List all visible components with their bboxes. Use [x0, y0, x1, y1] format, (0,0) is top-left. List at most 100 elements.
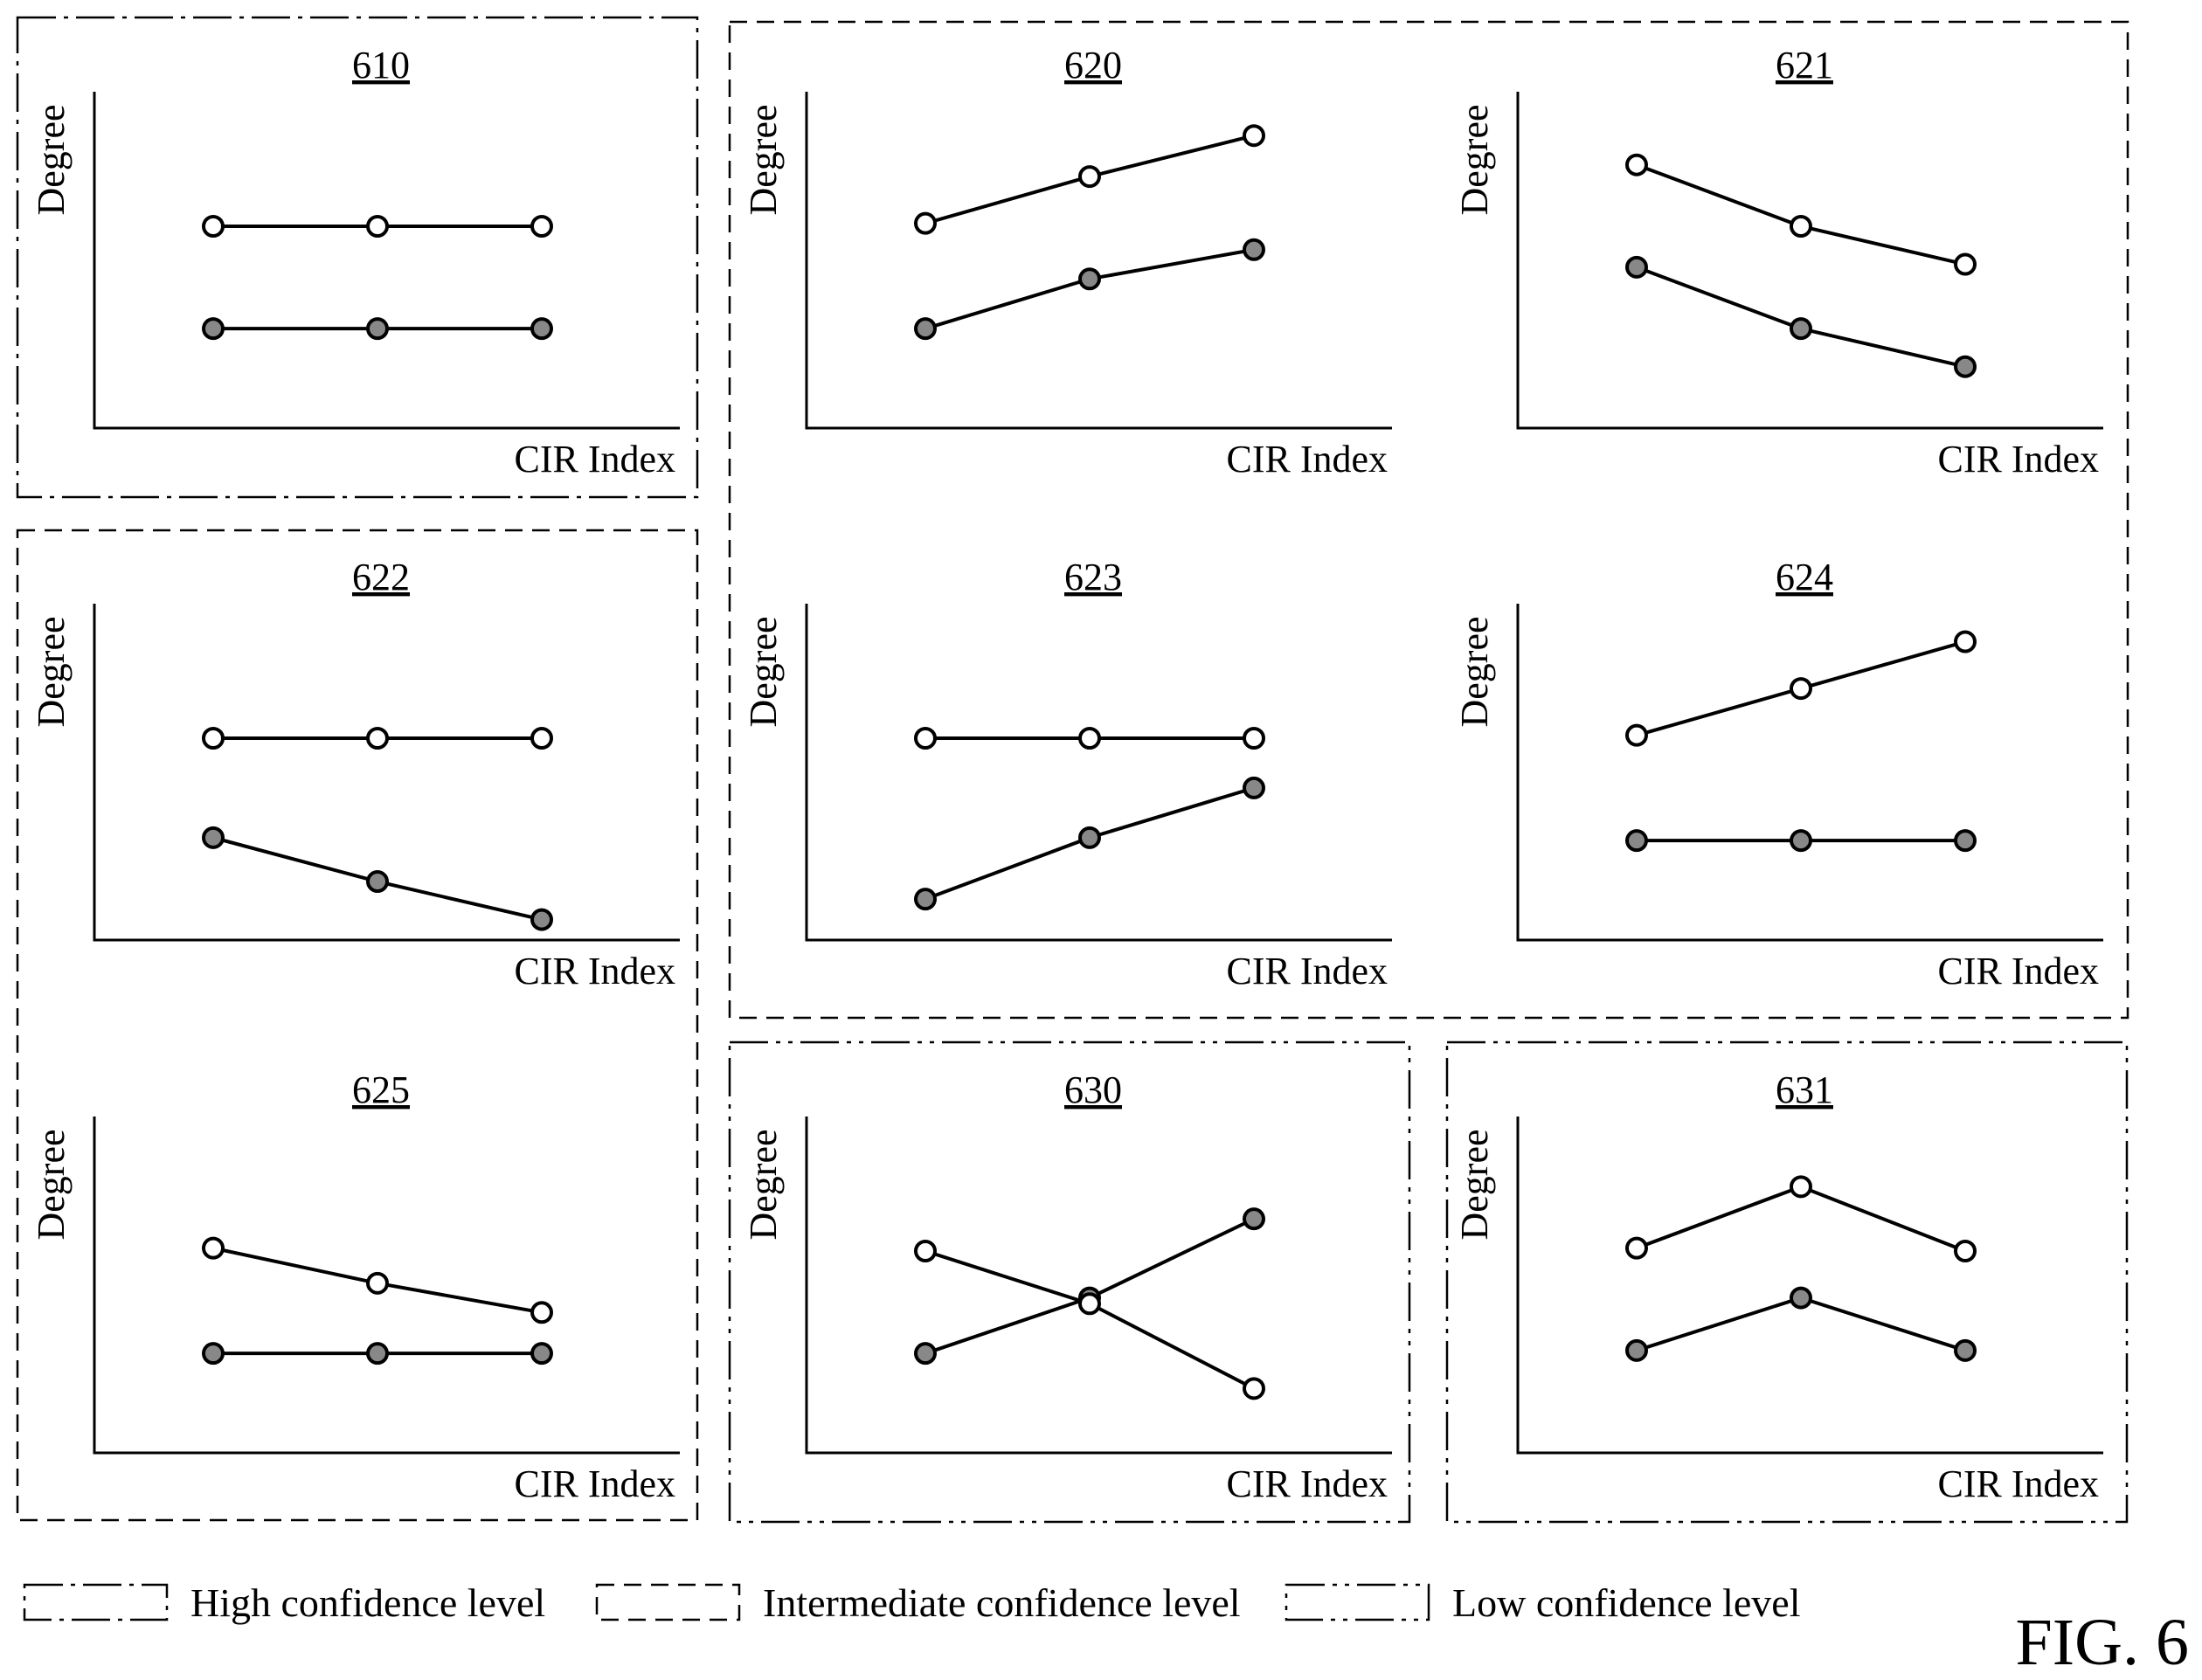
legend-label: High confidence level [190, 1580, 545, 1625]
data-point-open [1790, 677, 1812, 701]
chart-panel-624: 624 Degree CIR Index [1453, 556, 2103, 992]
data-point-filled [1954, 1338, 1977, 1362]
axes [1516, 92, 2103, 430]
panel-title: 624 [1776, 556, 1833, 598]
x-axis-label: CIR Index [1937, 950, 2099, 992]
data-point-filled [1625, 255, 1648, 279]
series-line-open [924, 1249, 1255, 1391]
axes [805, 1117, 1392, 1455]
chart-panel-630: 630 Degree CIR Index [742, 1068, 1392, 1505]
confidence-box-intermediate [16, 529, 699, 1522]
data-point-open [914, 211, 937, 235]
data-point-filled [1078, 826, 1101, 849]
data-point-open [202, 215, 225, 238]
panel-title: 621 [1776, 44, 1833, 86]
data-point-open [1954, 252, 1977, 276]
legend-swatch [595, 1583, 741, 1621]
data-point-open [530, 727, 553, 750]
data-point-open [1078, 1292, 1101, 1316]
data-point-open [530, 1301, 553, 1324]
axes [93, 1117, 680, 1455]
data-point-open [1625, 1236, 1648, 1260]
confidence-box-high [16, 16, 699, 499]
data-point-open [1625, 723, 1648, 747]
data-point-filled [202, 317, 225, 341]
panel-title: 623 [1064, 556, 1122, 598]
confidence-box-low [1445, 1040, 2129, 1524]
series-line-open [1636, 162, 1966, 266]
data-point-open [1243, 124, 1265, 148]
axes [93, 604, 680, 942]
chart-panel-631: 631 Degree CIR Index [1453, 1068, 2103, 1505]
x-axis-label: CIR Index [514, 1462, 675, 1505]
y-axis-label: Degree [742, 616, 785, 727]
legend-item-intermediate: Intermediate confidence level [595, 1580, 1241, 1625]
data-point-open [1078, 727, 1101, 750]
data-point-filled [914, 1342, 937, 1365]
chart-panel-625: 625 Degree CIR Index [30, 1068, 680, 1505]
series-line-filled [924, 1217, 1255, 1356]
panel-title: 620 [1064, 44, 1122, 86]
data-point-filled [1625, 1338, 1648, 1362]
data-point-open [914, 727, 937, 750]
figure-label: FIG. 6 [2016, 1606, 2189, 1679]
panel-title: 625 [352, 1068, 410, 1111]
data-point-filled [366, 870, 389, 894]
axes [805, 92, 1392, 430]
series-line-filled [1636, 265, 1966, 369]
axes [93, 92, 680, 430]
x-axis-label: CIR Index [1226, 438, 1388, 480]
axes [1516, 604, 2103, 942]
data-point-filled [1954, 829, 1977, 853]
data-point-filled [1790, 829, 1812, 853]
y-axis-label: Degree [30, 616, 73, 727]
panel-title: 631 [1776, 1068, 1833, 1111]
data-point-filled [1625, 829, 1648, 853]
chart-panel-620: 620 Degree CIR Index [742, 44, 1392, 480]
legend-swatch [1284, 1583, 1430, 1621]
x-axis-label: CIR Index [1226, 1462, 1388, 1505]
data-point-open [1954, 1240, 1977, 1262]
data-point-filled [1078, 267, 1101, 291]
legend: High confidence level Intermediate confid… [23, 1580, 1800, 1625]
data-point-open [1790, 215, 1812, 238]
data-point-open [1078, 165, 1101, 189]
data-point-open [202, 727, 225, 750]
data-point-filled [530, 908, 553, 931]
y-axis-label: Degree [30, 1129, 73, 1240]
data-point-open [1625, 153, 1648, 176]
legend-label: Intermediate confidence level [763, 1580, 1241, 1625]
data-point-open [1243, 1377, 1265, 1400]
y-axis-label: Degree [30, 104, 73, 215]
data-point-filled [914, 888, 937, 911]
chart-panels: 610 Degree CIR Index 620 Degree CIR Index 621 D… [30, 44, 2103, 1505]
data-point-filled [1243, 776, 1265, 799]
x-axis-label: CIR Index [1226, 950, 1388, 992]
y-axis-label: Degree [742, 104, 785, 215]
axes [1516, 1117, 2103, 1455]
data-point-filled [530, 1342, 553, 1365]
data-point-filled [1243, 238, 1265, 261]
data-point-filled [1790, 317, 1812, 341]
chart-panel-622: 622 Degree CIR Index [30, 556, 680, 992]
y-axis-label: Degree [1453, 1129, 1496, 1240]
panel-title: 622 [352, 556, 410, 598]
data-point-open [530, 215, 553, 238]
panel-title: 610 [352, 44, 410, 86]
chart-panel-621: 621 Degree CIR Index [1453, 44, 2103, 480]
data-point-open [1954, 630, 1977, 653]
data-point-filled [202, 826, 225, 849]
legend-swatch [23, 1583, 169, 1621]
data-point-open [366, 727, 389, 750]
data-point-open [914, 1240, 937, 1262]
legend-label: Low confidence level [1452, 1580, 1800, 1625]
data-point-open [366, 215, 389, 238]
data-point-filled [1954, 355, 1977, 378]
legend-item-low: Low confidence level [1284, 1580, 1800, 1625]
data-point-open [1243, 727, 1265, 750]
data-point-filled [1790, 1286, 1812, 1310]
data-point-filled [1243, 1207, 1265, 1231]
data-point-filled [366, 317, 389, 341]
y-axis-label: Degree [1453, 104, 1496, 215]
